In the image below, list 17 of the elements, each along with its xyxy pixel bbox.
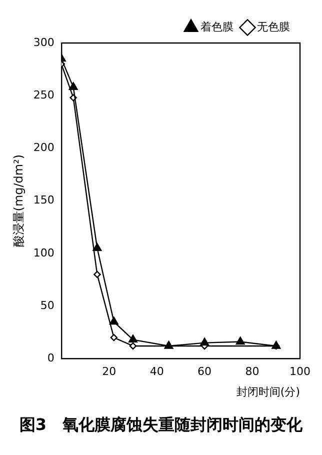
x-axis-title: 封闭时间(分)	[236, 385, 300, 398]
x-tick-label: 20	[102, 365, 116, 378]
x-tick-label: 40	[150, 365, 164, 378]
y-tick-label: 0	[47, 351, 54, 364]
y-tick-label: 250	[33, 88, 54, 102]
y-tick-label: 100	[33, 246, 54, 260]
y-tick-label: 50	[40, 298, 54, 312]
text: 图3 氧化膜腐蚀失重随封闭时间的变化	[18, 415, 304, 436]
legend-label: 无色膜	[257, 20, 290, 34]
y-tick-label: 200	[33, 141, 54, 154]
x-tick-label: 60	[198, 365, 212, 378]
x-tick-label: 80	[245, 365, 260, 378]
legend-label: 着色膜	[200, 20, 234, 34]
x-tick-label: 100	[290, 365, 310, 378]
y-axis-title: 酸浸量(mg/dm²)	[11, 154, 26, 248]
y-tick-label: 150	[33, 194, 54, 207]
y-tick-label: 300	[33, 36, 54, 49]
